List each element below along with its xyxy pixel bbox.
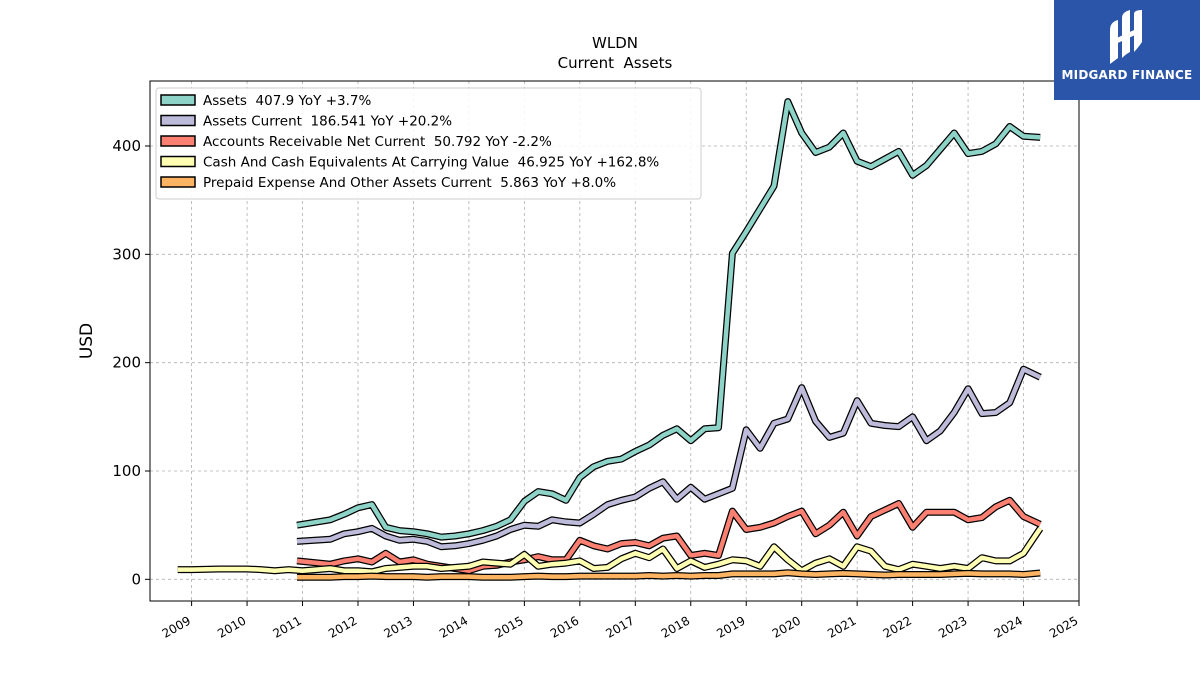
x-tick-label: 2025 — [1047, 613, 1080, 640]
legend-swatch-2 — [160, 135, 196, 147]
x-tick-label: 2018 — [659, 613, 692, 640]
x-tick-label: 2010 — [215, 613, 248, 640]
plot-frame — [149, 80, 1080, 602]
x-tick-label: 2015 — [492, 613, 525, 640]
legend-swatch-3 — [160, 155, 196, 168]
x-tick-label: 2022 — [881, 613, 914, 640]
y-axis-label: USD — [77, 323, 97, 359]
y-tick-label: 200 — [112, 354, 141, 372]
x-tick-label: 2017 — [603, 613, 636, 640]
legend-label-2: Accounts Receivable Net Current 50.792 Y… — [203, 134, 552, 150]
x-tick-label: 2023 — [936, 613, 969, 640]
x-tick-label: 2013 — [381, 613, 414, 640]
series-layer — [177, 98, 1044, 581]
legend-swatch-0 — [160, 94, 196, 106]
series-3-line — [177, 527, 1043, 575]
y-tick-label: 300 — [112, 245, 141, 263]
brand-name: MIDGARD FINANCE — [1061, 68, 1193, 82]
x-axis: 2009 2010 2011 2012 2013 2014 2015 2016 2017 2018… — [160, 601, 1081, 641]
legend-label-1: Assets Current 186.541 YoY +20.2% — [203, 114, 452, 130]
x-tick-label: 2009 — [160, 613, 193, 640]
series-1-line — [296, 366, 1042, 550]
series-3 — [177, 526, 1044, 576]
legend-box — [155, 87, 702, 200]
legend-swatch-1 — [160, 114, 196, 127]
brand-logo-box: MIDGARD FINANCE — [1054, 0, 1200, 100]
chart-title: WLDN — [592, 34, 638, 52]
y-tick-label: 400 — [112, 137, 141, 155]
legend-swatch-4 — [160, 176, 196, 188]
chart-subtitle: Current Assets — [558, 54, 673, 72]
x-tick-label: 2021 — [825, 613, 858, 640]
series-1-outline — [296, 365, 1042, 551]
x-tick-label: 2014 — [437, 613, 470, 640]
series-1 — [296, 365, 1042, 551]
x-tick-label: 2012 — [326, 613, 359, 640]
legend-label-4: Prepaid Expense And Other Assets Current… — [203, 175, 616, 191]
y-tick-label: 0 — [131, 570, 141, 588]
x-tick-label: 2019 — [714, 613, 747, 640]
legend: Assets 407.9 YoY +3.7% Assets Current 186… — [155, 87, 702, 200]
legend-label-0: Assets 407.9 YoY +3.7% — [203, 93, 371, 109]
series-0-line — [296, 99, 1041, 540]
x-tick-label: 2020 — [770, 613, 803, 640]
series-0 — [296, 98, 1041, 541]
series-4-line — [297, 570, 1041, 580]
y-axis: 0 100 200 300 400 — [112, 137, 150, 588]
x-tick-label: 2024 — [992, 613, 1025, 640]
series-4 — [297, 569, 1041, 581]
x-tick-label: 2016 — [548, 613, 581, 640]
midgard-logo-icon — [1110, 10, 1142, 64]
x-tick-label: 2011 — [271, 613, 304, 640]
legend-label-3: Cash And Cash Equivalents At Carrying Va… — [203, 155, 659, 171]
y-tick-label: 100 — [112, 462, 141, 480]
